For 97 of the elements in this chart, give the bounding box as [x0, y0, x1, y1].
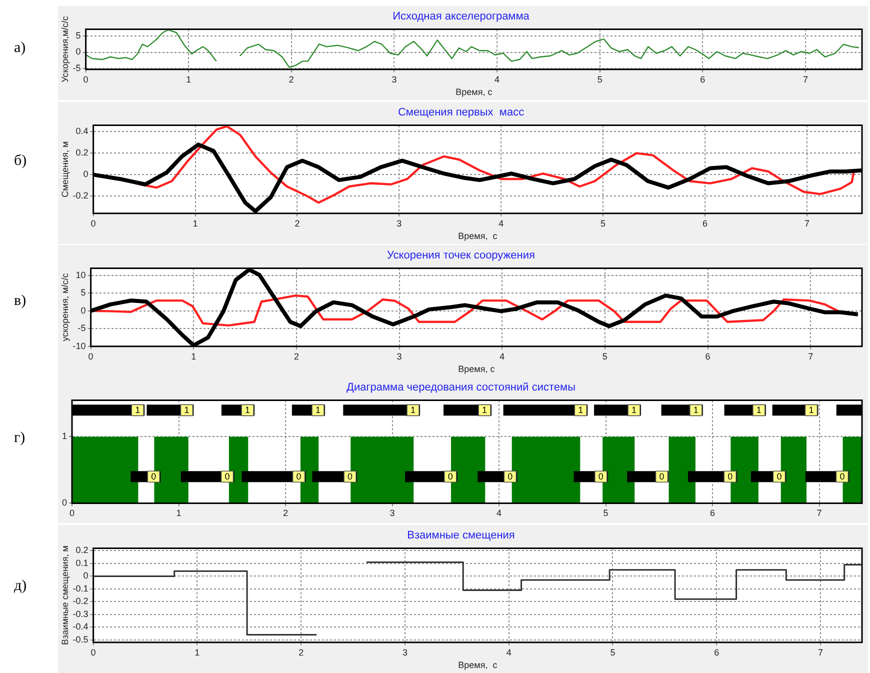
text: б) — [14, 153, 27, 170]
y-tick-label: 0 — [83, 570, 88, 581]
x-tick-label: 2 — [294, 351, 299, 362]
x-tick-label: 3 — [396, 351, 402, 362]
y-tick-label: -10 — [72, 340, 86, 351]
x-axis-title: Время, с — [458, 231, 498, 242]
data-label: 0 — [508, 472, 513, 482]
text: д) — [14, 578, 27, 596]
y-axis-title: Смещения, м — [60, 141, 70, 198]
x-axis-title: Время, с — [456, 87, 493, 98]
y-tick-label: 0 — [76, 46, 81, 57]
chart-title: Ускорения точек сооружения — [387, 250, 535, 262]
data-label: 0 — [151, 472, 156, 482]
y-axis-title: Ускорения,м/с/с — [60, 16, 70, 82]
y-tick-label: 0.2 — [76, 148, 88, 158]
y-tick-label: 0 — [83, 169, 88, 180]
data-label: 0 — [728, 472, 733, 482]
y-tick-label: 10 — [76, 270, 86, 280]
y-tick-label: -5 — [78, 323, 86, 334]
x-tick-label: 4 — [506, 647, 512, 658]
data-label: 1 — [632, 405, 637, 416]
y-tick-label: 0.2 — [76, 545, 88, 556]
data-label: 1 — [245, 405, 250, 416]
data-label: 1 — [482, 405, 488, 416]
x-tick-label: 4 — [496, 508, 502, 518]
y-tick-label: 5 — [76, 30, 81, 40]
data-label: 0 — [348, 472, 353, 482]
x-tick-label: 2 — [294, 218, 300, 228]
x-tick-label: 6 — [710, 508, 716, 518]
x-tick-label: 5 — [610, 647, 616, 658]
chart-title: Смещения первых масс — [398, 106, 525, 119]
data-label: 0 — [659, 472, 664, 482]
x-tick-label: 1 — [194, 647, 200, 658]
data-label: 1 — [756, 405, 762, 416]
x-axis-title: Время, с — [458, 364, 496, 374]
x-tick-label: 2 — [288, 74, 294, 84]
y-tick-label: -0.5 — [72, 634, 88, 644]
x-tick-label: 5 — [603, 508, 608, 518]
y-axis-title: Взаимные смещения, м — [60, 546, 70, 645]
x-tick-label: 5 — [602, 351, 608, 362]
x-tick-label: 4 — [498, 218, 504, 228]
y-tick-label: -5 — [72, 63, 81, 74]
y-tick-label: 5 — [80, 288, 86, 298]
data-label: 1 — [578, 405, 584, 416]
x-tick-label: 6 — [714, 647, 720, 658]
data-label: 1 — [316, 405, 321, 416]
y-tick-label: 0 — [80, 305, 86, 316]
x-axis-title: Время, с — [458, 660, 498, 670]
text: а) — [14, 40, 26, 57]
chart-title: Диаграмма чередования состояний системы — [346, 382, 576, 394]
x-tick-label: 4 — [500, 351, 505, 362]
x-tick-label: 3 — [390, 508, 395, 518]
data-label: 1 — [808, 405, 814, 416]
x-tick-label: 7 — [808, 351, 814, 362]
x-tick-label: 7 — [802, 74, 808, 84]
x-tick-label: 5 — [597, 74, 602, 84]
data-label: 0 — [448, 472, 453, 482]
data-label: 0 — [840, 472, 845, 482]
x-tick-label: 6 — [705, 351, 710, 362]
y-tick-label: -0.1 — [72, 583, 88, 594]
x-tick-label: 4 — [494, 74, 500, 84]
x-tick-label: 7 — [816, 508, 822, 518]
x-tick-label: 3 — [402, 647, 408, 658]
data-label: 0 — [598, 472, 604, 482]
data-label: 1 — [693, 405, 698, 416]
text: в) — [14, 292, 26, 310]
x-tick-label: 0 — [90, 218, 96, 228]
text: г) — [14, 430, 26, 447]
y-tick-label: -0.2 — [72, 190, 88, 201]
data-label: 1 — [135, 405, 140, 416]
x-tick-label: 0 — [90, 647, 96, 658]
x-tick-label: 5 — [600, 218, 606, 228]
x-tick-label: 3 — [396, 218, 402, 228]
y-tick-label: 0.1 — [76, 558, 88, 568]
chart-title: Взаимные смещения — [407, 530, 515, 542]
y-tick-label: 0.4 — [76, 126, 88, 136]
data-label: 1 — [410, 405, 416, 416]
x-tick-label: 6 — [702, 218, 708, 228]
y-tick-label: -0.3 — [72, 608, 88, 619]
x-tick-label: 1 — [186, 74, 192, 84]
y-axis-title: ускорения, м/с/с — [60, 272, 70, 342]
x-tick-label: 1 — [191, 351, 196, 362]
x-tick-label: 2 — [298, 647, 304, 658]
x-tick-label: 1 — [192, 218, 198, 228]
y-tick-label: -0.4 — [72, 622, 88, 632]
x-tick-label: 2 — [283, 508, 288, 518]
x-tick-label: 7 — [804, 218, 810, 228]
data-label: 0 — [296, 472, 302, 482]
x-tick-label: 3 — [392, 74, 397, 84]
data-label: 1 — [184, 405, 190, 416]
y-tick-label: -0.2 — [72, 596, 88, 606]
x-tick-label: 7 — [818, 647, 823, 658]
data-label: 0 — [224, 472, 230, 482]
chart-title: Исходная акселерограмма — [392, 10, 530, 23]
data-label: 0 — [776, 472, 782, 482]
x-tick-label: 6 — [700, 74, 706, 84]
x-tick-label: 1 — [176, 508, 182, 518]
